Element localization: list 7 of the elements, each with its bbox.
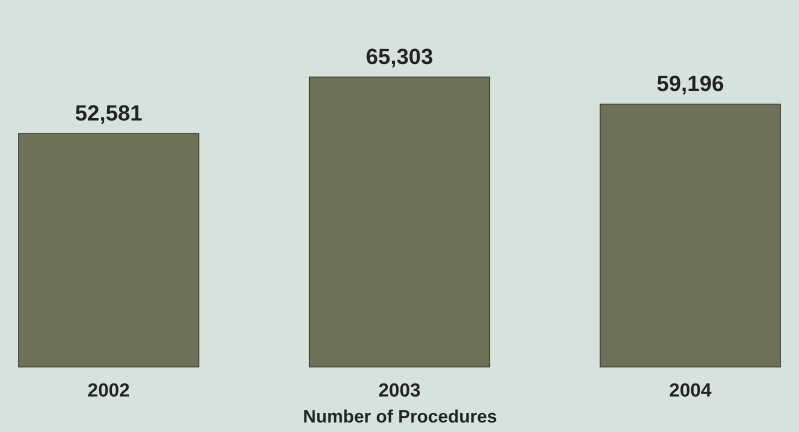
- data-label: 52,581: [75, 100, 142, 126]
- data-label: 65,303: [366, 44, 434, 69]
- x-tick-label: 2002: [88, 380, 130, 402]
- x-axis-title: Number of Procedures: [302, 406, 498, 426]
- x-tick-label: 2003: [378, 380, 421, 402]
- x-tick-label: 2004: [669, 380, 712, 402]
- data-label: 59,196: [656, 71, 724, 96]
